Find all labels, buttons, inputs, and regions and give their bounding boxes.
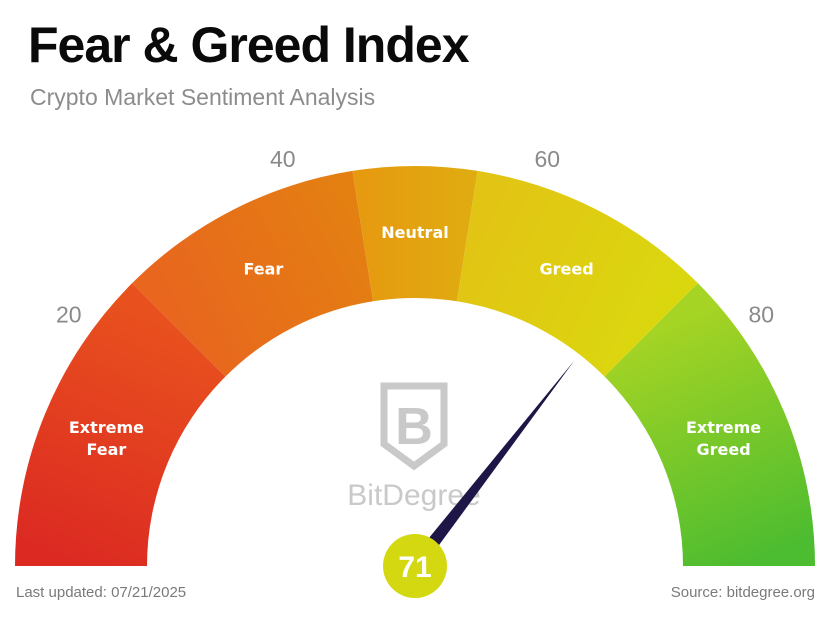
zone-fear xyxy=(132,170,374,377)
source-credit: Source: bitdegree.org xyxy=(670,584,815,601)
gauge-needle xyxy=(409,360,575,571)
page-title: Fear & Greed Index xyxy=(28,17,469,73)
value-label: 71 xyxy=(398,551,431,584)
gauge-zones: Extreme Fear Fear Neutral Greed Extreme Greed xyxy=(15,165,815,566)
value-badge xyxy=(383,534,447,598)
last-updated: Last updated: 07/21/2025 xyxy=(16,584,187,601)
tick-label-20: 20 xyxy=(56,301,82,327)
page-subtitle: Crypto Market Sentiment Analysis xyxy=(30,84,376,110)
zone-neutral xyxy=(352,165,478,302)
zone-label-extreme-fear: Extreme Fear xyxy=(69,418,144,459)
bitdegree-watermark: B BitDegree xyxy=(347,382,481,512)
tick-label-40: 40 xyxy=(270,146,296,172)
zone-label-extreme-greed: Extreme Greed xyxy=(686,418,761,459)
bitdegree-logo-icon xyxy=(380,382,448,471)
zone-extreme-greed xyxy=(604,283,815,566)
watermark-logo-letter: B xyxy=(395,398,433,456)
zone-greed xyxy=(456,170,698,377)
gauge-ticks: 20 40 60 80 xyxy=(56,146,774,327)
zone-label-fear: Fear xyxy=(243,259,283,278)
tick-label-60: 60 xyxy=(534,146,560,172)
gauge-needle-group: 71 xyxy=(383,360,575,598)
zone-label-greed: Greed xyxy=(540,259,594,278)
tick-label-80: 80 xyxy=(748,301,774,327)
zone-label-neutral: Neutral xyxy=(381,223,448,242)
zone-extreme-fear xyxy=(15,283,226,566)
